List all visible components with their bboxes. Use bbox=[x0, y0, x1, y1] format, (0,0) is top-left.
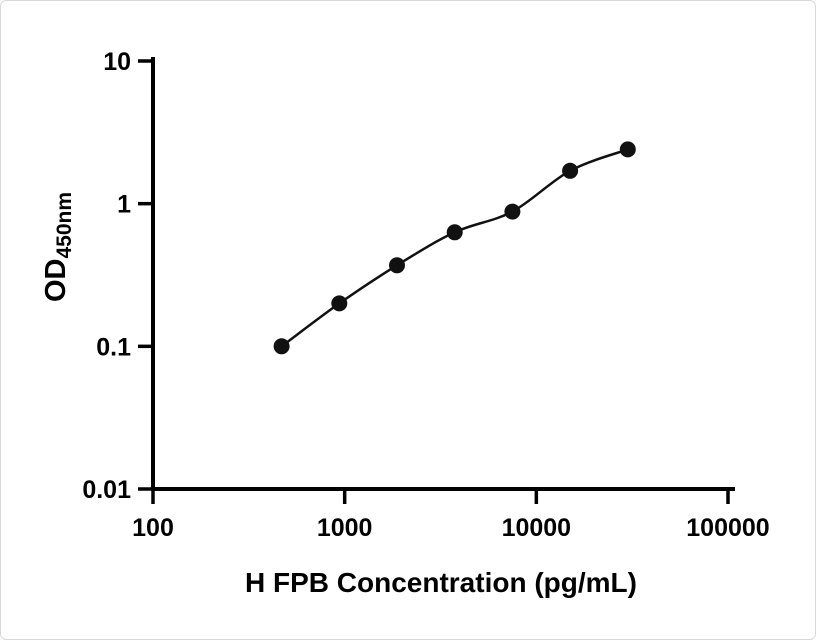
y-axis-title: OD450nm bbox=[38, 117, 76, 377]
y-tick-label: 1 bbox=[117, 191, 131, 219]
data-point bbox=[273, 338, 290, 355]
x-axis-title: H FPB Concentration (pg/mL) bbox=[245, 567, 637, 598]
data-point bbox=[619, 141, 636, 158]
y-axis-title-subscript: 450nm bbox=[53, 191, 76, 259]
y-tick-label: 10 bbox=[103, 48, 131, 76]
x-tick-label: 10000 bbox=[502, 514, 572, 542]
x-tick-label: 100000 bbox=[686, 514, 769, 542]
y-tick-label: 0.01 bbox=[82, 476, 131, 504]
data-point bbox=[504, 203, 521, 220]
data-point bbox=[331, 295, 348, 312]
x-tick-label: 100 bbox=[132, 514, 174, 542]
x-tick-label: 1000 bbox=[317, 514, 373, 542]
y-tick-label: 0.1 bbox=[96, 333, 131, 361]
fit-curve bbox=[280, 148, 629, 348]
data-point bbox=[389, 257, 405, 274]
data-point bbox=[562, 162, 579, 179]
y-axis-title-main: OD bbox=[40, 258, 72, 303]
data-point bbox=[446, 224, 463, 241]
